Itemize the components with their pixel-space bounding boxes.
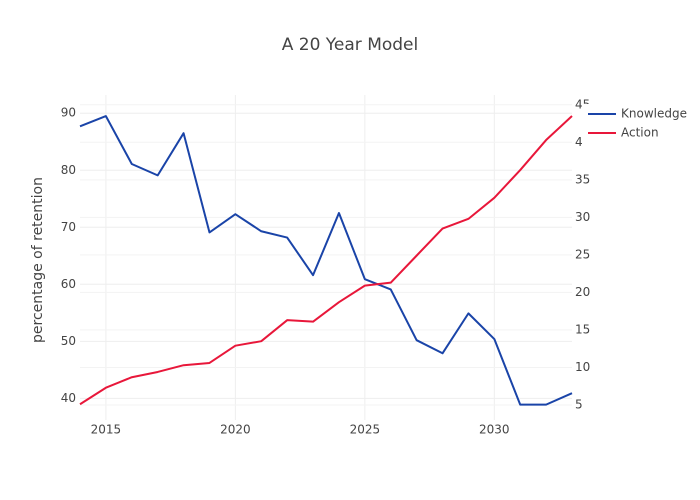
- y-tick-label: 50: [61, 334, 76, 348]
- legend-background: [583, 104, 700, 146]
- y-tick-label: 80: [61, 163, 76, 177]
- y-tick-label: 60: [61, 277, 76, 291]
- x-tick-label: 2015: [91, 423, 122, 437]
- x-tick-label: 2020: [220, 423, 251, 437]
- y2-tick-label: 20: [575, 285, 590, 299]
- y2-tick-label: 15: [575, 322, 590, 336]
- y2-tick-label: 35: [575, 172, 590, 186]
- x-tick-label: 2030: [479, 423, 510, 437]
- line: [79, 115, 573, 406]
- y2-tick-label: 30: [575, 210, 590, 224]
- legend-label: Knowledge: [621, 107, 687, 121]
- y2-tick-label: 25: [575, 247, 590, 261]
- y-tick-label: 70: [61, 220, 76, 234]
- chart-title: A 20 Year Model: [282, 35, 419, 55]
- line: [79, 115, 573, 406]
- y-tick-label: 40: [61, 391, 76, 405]
- y2-tick-label: 10: [575, 360, 590, 374]
- y-tick-label: 90: [61, 106, 76, 120]
- y2-tick-label: 5: [575, 397, 583, 411]
- y-axis-title: percentage of retention: [30, 177, 46, 343]
- legend-label: Action: [621, 126, 659, 140]
- x-tick-label: 2025: [350, 423, 381, 437]
